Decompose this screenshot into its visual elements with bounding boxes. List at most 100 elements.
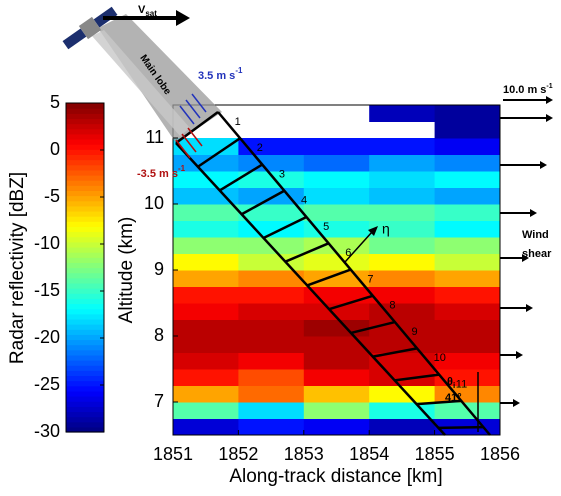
theta-label: θi: [447, 376, 455, 390]
cell: [238, 187, 305, 205]
gate-label: 1: [235, 116, 241, 128]
colorbar-slice: [66, 329, 104, 335]
colorbar-slice: [66, 123, 104, 130]
gate-line: [219, 163, 263, 192]
colorbar-slice: [66, 174, 104, 181]
cell: [369, 154, 436, 172]
colorbar-slice: [66, 149, 104, 156]
colorbar-slice: [66, 288, 104, 294]
cell: [238, 171, 305, 188]
wind-arrows: [500, 114, 553, 407]
cell: [238, 369, 305, 386]
colorbar-slice: [66, 231, 104, 238]
colorbar-slice: [66, 246, 104, 253]
cell: [434, 286, 501, 304]
arrowhead: [546, 96, 553, 104]
colorbar-tick-label: -15: [34, 280, 60, 300]
exp: -1: [546, 83, 552, 90]
colorbar-slice: [66, 144, 104, 150]
cell: [369, 270, 436, 287]
cell: [238, 336, 305, 353]
cell: [369, 204, 436, 221]
cell: [238, 319, 305, 337]
colorbar-slice: [66, 185, 104, 191]
satellite-body: [78, 16, 102, 40]
range-gates: 1 2 3 4 5 6 7 8 9 10 11: [175, 110, 484, 430]
cell: [173, 270, 239, 287]
x-tick-label: 1856: [480, 444, 520, 464]
gate-line: [197, 137, 241, 168]
colorbar-slice: [66, 303, 104, 310]
up-arrows: [179, 93, 207, 125]
cell: [303, 204, 370, 221]
colorbar-label: Radar reflectivity [dBZ]: [7, 172, 28, 364]
colorbar-frame: [65, 102, 105, 433]
gate-label: 3: [279, 168, 285, 180]
colorbar-slice: [66, 154, 104, 161]
arrow: [175, 139, 191, 159]
colorbar-slice: [66, 375, 104, 382]
colorbar-slice: [66, 277, 104, 284]
colorbar-tick-label: -30: [34, 421, 60, 441]
cell: [434, 204, 501, 221]
cell: [434, 121, 501, 139]
cell: [434, 154, 501, 172]
cell: [369, 369, 436, 386]
colorbar-slice: [66, 324, 104, 330]
vsat-label: Vsat: [138, 4, 157, 18]
colorbar-slice: [66, 103, 104, 109]
gate-line: [284, 242, 330, 263]
cell: [173, 253, 239, 271]
up-velocity: 3.5 m s-1: [198, 66, 243, 82]
cell: [238, 286, 305, 304]
arrow: [191, 93, 207, 113]
wind-shear-label: shear: [522, 248, 552, 260]
cell: [303, 369, 370, 386]
cell: [369, 385, 436, 403]
cell: [173, 418, 239, 436]
cell: [434, 171, 501, 188]
theta: θ: [447, 376, 453, 388]
colorbar-slice: [66, 200, 104, 207]
cell: [369, 171, 436, 188]
cell: [303, 253, 370, 271]
arrow: [179, 105, 195, 125]
cell: [434, 270, 501, 287]
cell: [369, 237, 436, 254]
colorbar-slice: [66, 236, 104, 243]
cell: [238, 154, 305, 172]
x-tick-label: 1851: [153, 444, 193, 464]
cell: [369, 352, 436, 370]
gate-line: [262, 215, 308, 240]
beam-edge: [217, 111, 491, 436]
colorbar-slice: [66, 349, 104, 356]
arrowhead: [526, 304, 533, 312]
arrow: [185, 99, 201, 119]
cell: [434, 303, 501, 320]
y-tick-label: 7: [154, 391, 164, 411]
cell: [434, 187, 501, 205]
colorbar-slice: [66, 385, 104, 392]
colorbar-slice: [66, 354, 104, 361]
y-tick-label: 11: [145, 127, 164, 147]
arrow: [187, 127, 203, 147]
x-axis-label: Along-track distance [km]: [229, 466, 442, 487]
cell: [434, 336, 501, 353]
cell: [238, 402, 305, 419]
text: 3.5 m s: [198, 70, 235, 82]
gate-line: [438, 425, 484, 430]
colorbar-slice: [66, 180, 104, 186]
colorbar-slice: [66, 365, 104, 371]
cell: [434, 402, 501, 419]
cell: [303, 187, 370, 205]
colorbar-slice: [66, 396, 104, 402]
cell: [303, 237, 370, 254]
cell: [303, 352, 370, 370]
gate-line: [175, 110, 219, 145]
colorbar-slice: [66, 390, 104, 397]
cell: [238, 204, 305, 221]
cell: [434, 319, 501, 337]
colorbar-slice: [66, 421, 104, 428]
cell: [369, 138, 436, 155]
